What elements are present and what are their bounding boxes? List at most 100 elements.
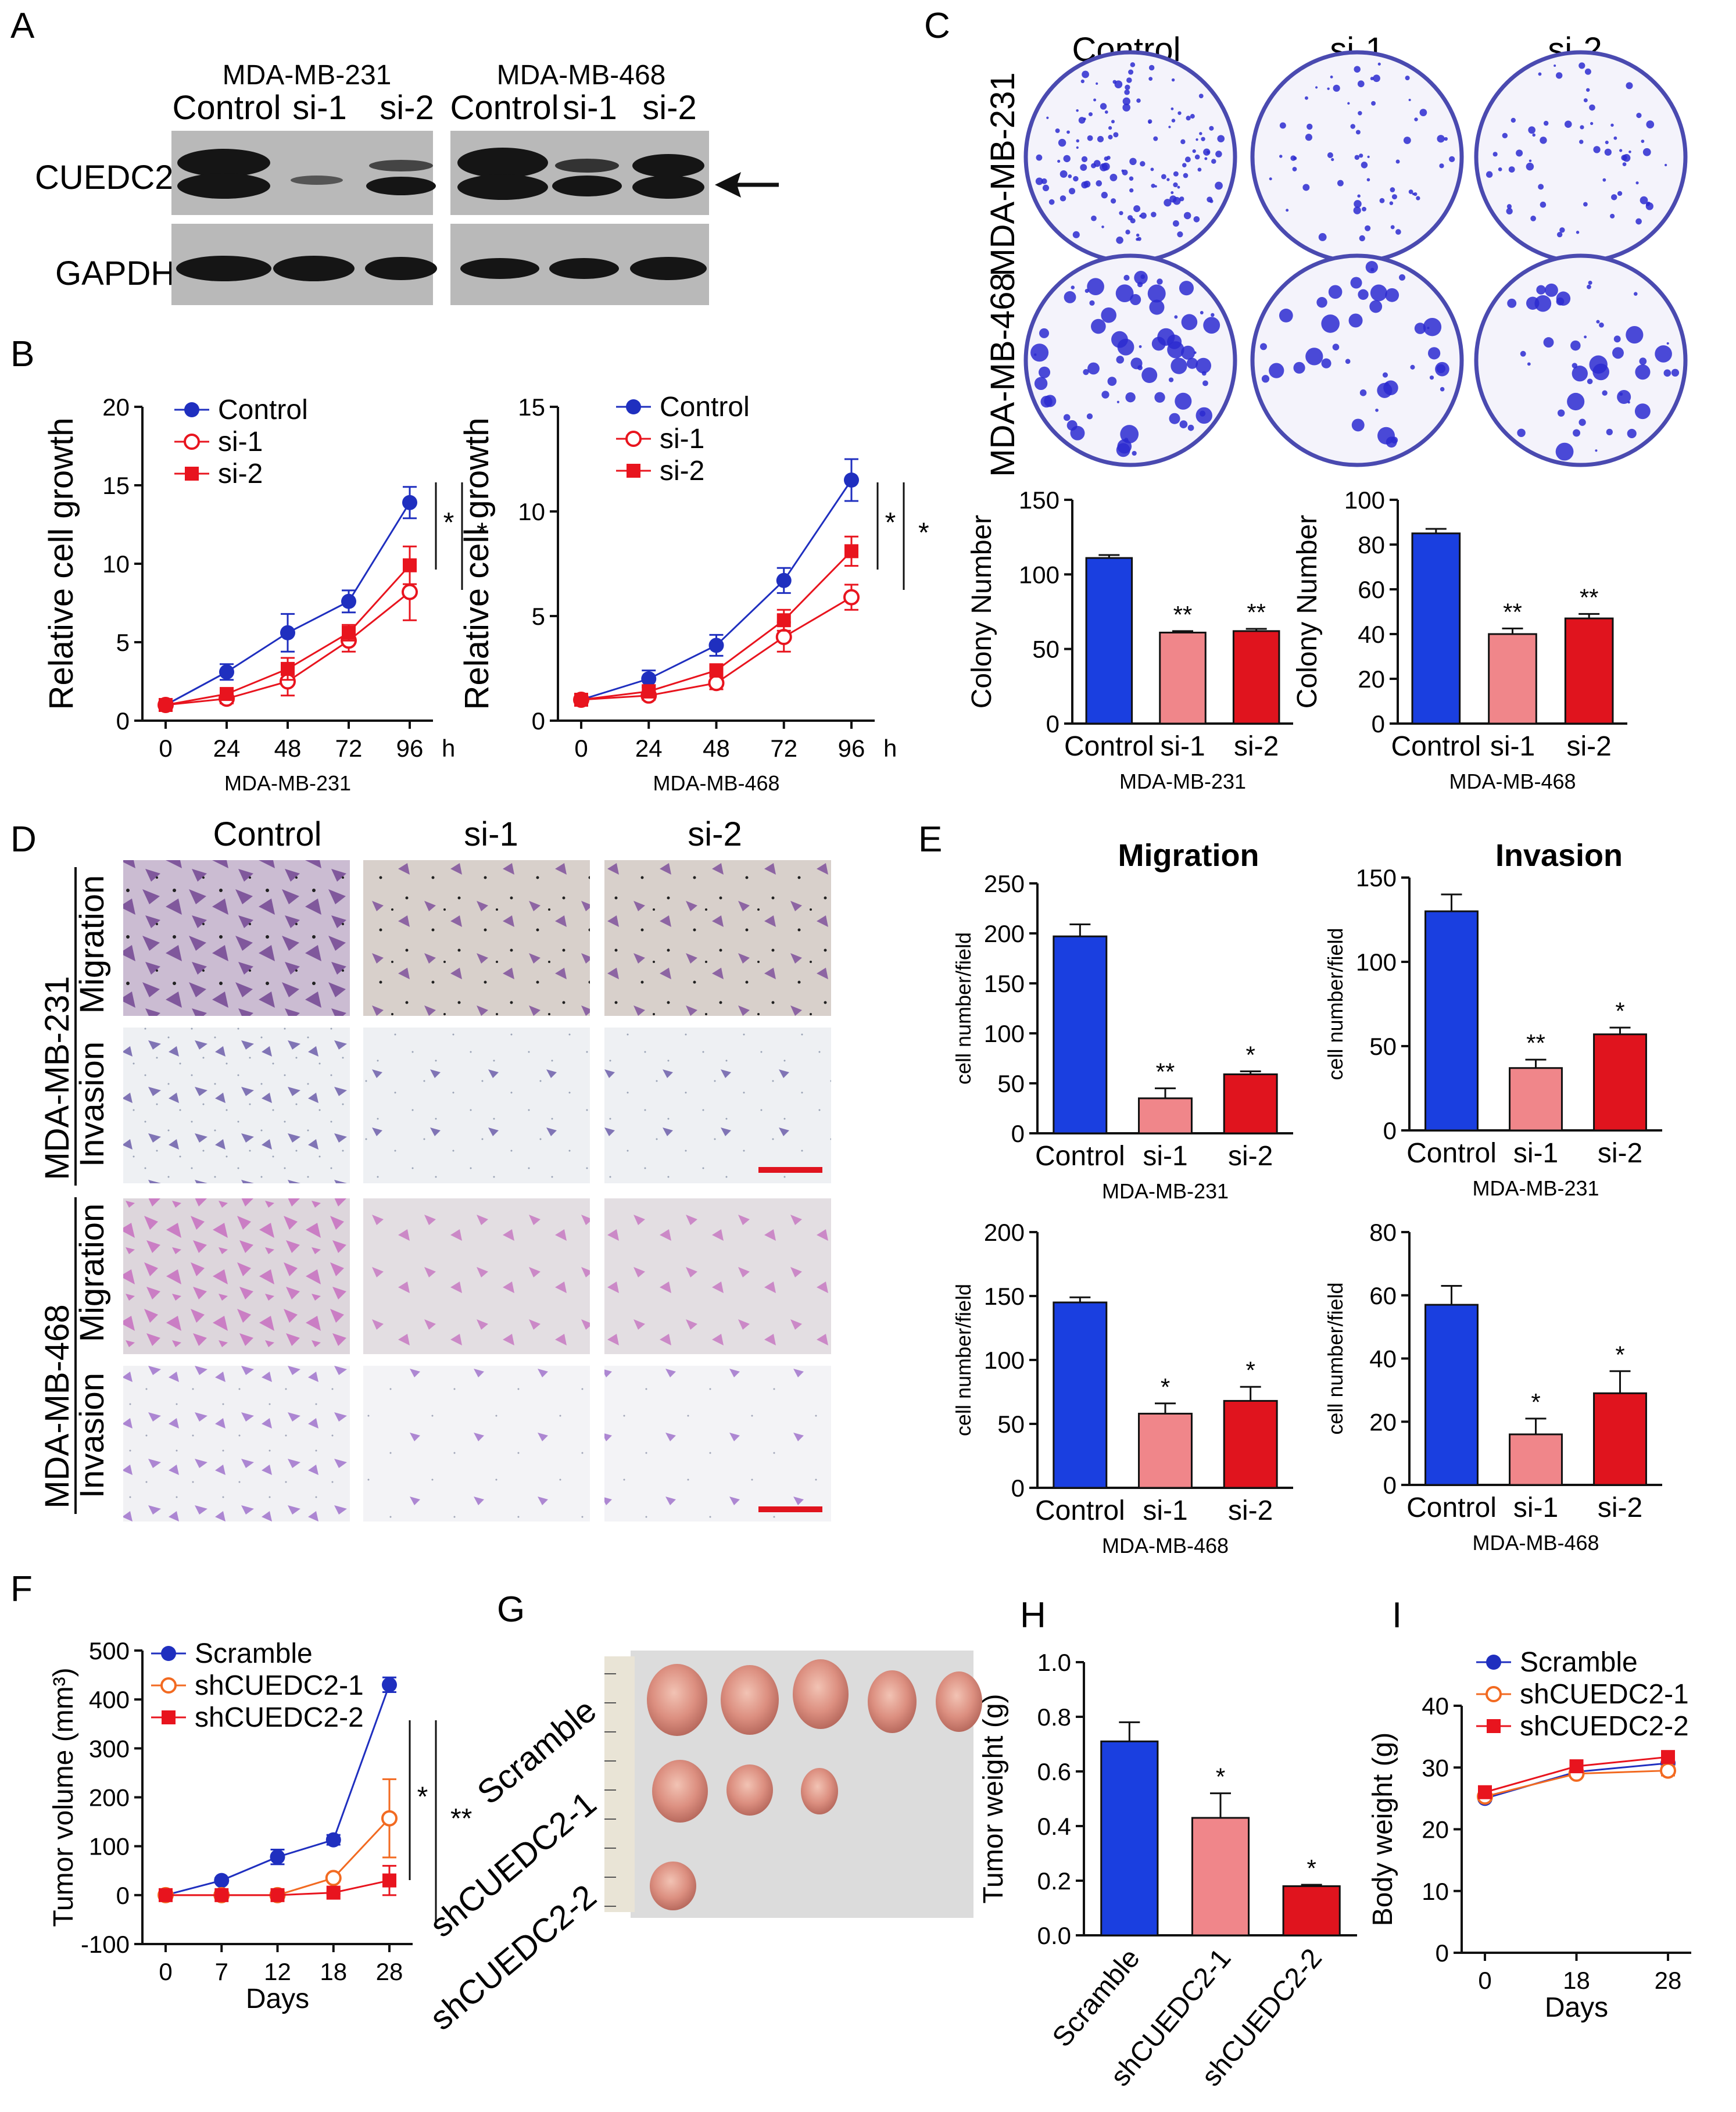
y-tick-label: 50 (997, 1070, 1025, 1097)
colony (1039, 328, 1050, 338)
colony (1068, 174, 1072, 178)
d-assay-inv-231: Invasion (73, 1041, 111, 1167)
colony (1140, 212, 1147, 219)
data-point (708, 675, 725, 692)
colony (1517, 428, 1526, 438)
y-tick-label: 0.8 (1037, 1703, 1071, 1731)
y-tick-label: 400 (89, 1686, 130, 1713)
x-tick-label: si-1 (1160, 731, 1205, 762)
bar-si-1 (1509, 1433, 1563, 1486)
colony (1193, 216, 1200, 223)
a-lane-si1-2: si-1 (563, 89, 617, 127)
colony (1507, 298, 1517, 308)
significance-star: * (1307, 1855, 1316, 1882)
x-unit-label: h (442, 735, 455, 762)
colony (1115, 284, 1134, 303)
colony (1602, 178, 1606, 182)
colony (1174, 315, 1178, 319)
colony (1169, 195, 1177, 203)
colony (1195, 407, 1212, 424)
y-tick-label: 40 (1369, 1345, 1397, 1373)
legend-label: Control (218, 395, 308, 425)
arrow-icon (715, 172, 779, 198)
significance-star: * (1216, 1763, 1225, 1791)
colony (1511, 117, 1516, 123)
tumor-scramble (721, 1665, 779, 1735)
y-axis-label: cell number/field (1323, 1282, 1347, 1434)
chart-e1: 0 50 100 150 200 250 Control ** si-1 * si-2 cell nu… (951, 838, 1293, 1203)
a-lane-control-1: Control (173, 89, 281, 127)
colony (1151, 184, 1155, 188)
colony (1506, 207, 1513, 214)
y-tick-label: 0 (116, 1882, 130, 1909)
colony (1635, 218, 1642, 225)
colony (1260, 343, 1268, 350)
a-lane-si1-1: si-1 (292, 89, 346, 127)
colony (1081, 156, 1088, 163)
culture-dish (1474, 253, 1688, 467)
colony (1279, 309, 1293, 323)
colony (1034, 377, 1048, 391)
data-point (160, 1677, 177, 1694)
colony (1578, 62, 1585, 69)
colony (1171, 107, 1174, 110)
y-tick-label: 200 (89, 1784, 130, 1812)
legend-label: Control (660, 392, 750, 423)
data-point (161, 1646, 176, 1661)
colony (1587, 284, 1591, 289)
colony (1215, 151, 1222, 157)
y-tick-label: 250 (984, 870, 1025, 897)
y-tick-label: 1.0 (1037, 1649, 1071, 1676)
colony (1437, 135, 1445, 143)
colony (1605, 140, 1609, 145)
colony (1588, 280, 1592, 285)
colony (1359, 389, 1367, 396)
colony (1058, 138, 1066, 147)
data-point (403, 558, 417, 572)
colony (1665, 163, 1667, 167)
colony (1365, 261, 1378, 274)
colony (1197, 167, 1202, 172)
significance-star: ** (1247, 599, 1266, 626)
colony (1179, 420, 1188, 428)
y-tick-label: 0.6 (1037, 1758, 1071, 1785)
data-point (776, 572, 792, 588)
colony (1181, 345, 1195, 360)
colony (1359, 235, 1365, 242)
colony (1269, 177, 1272, 181)
significance-star: ** (1580, 584, 1599, 611)
x-axis-caption: MDA-MB-468 (1449, 769, 1576, 793)
colony (1073, 176, 1079, 182)
colony (1375, 409, 1379, 412)
x-tick-label: 24 (635, 735, 663, 762)
y-tick-label: 0 (1372, 710, 1385, 738)
colony (1190, 114, 1195, 119)
colony (1626, 82, 1633, 90)
colony (1540, 137, 1547, 144)
y-axis-label: Colony Number (1292, 515, 1323, 708)
bar-si-1 (1138, 1412, 1193, 1489)
x-tick-label: Control (1406, 1138, 1497, 1169)
d-assay-mig-231: Migration (73, 875, 111, 1014)
colony (1121, 169, 1125, 173)
data-point (642, 684, 656, 699)
y-tick-label: 60 (1369, 1282, 1397, 1309)
a-line-2: MDA-MB-468 (497, 60, 666, 91)
x-tick-label: Control (1391, 731, 1481, 762)
bar-shcuedc2-2 (1282, 1885, 1341, 1936)
colony (1642, 148, 1651, 156)
tumors (647, 1659, 982, 1910)
colony (1140, 274, 1146, 279)
chart-h: 0.00.20.40.60.81.0Scramble*shCUEDC2-1*sh… (978, 1649, 1357, 2092)
chart-title: Invasion (1495, 838, 1623, 873)
data-point (270, 1849, 285, 1865)
d-assay-mig-468: Migration (73, 1204, 111, 1343)
colony (1171, 357, 1187, 374)
significance-star: ** (1173, 601, 1193, 628)
colony (1122, 97, 1130, 105)
data-point (219, 664, 234, 680)
x-axis-caption: MDA-MB-231 (1102, 1179, 1229, 1203)
data-point (1569, 1759, 1584, 1774)
